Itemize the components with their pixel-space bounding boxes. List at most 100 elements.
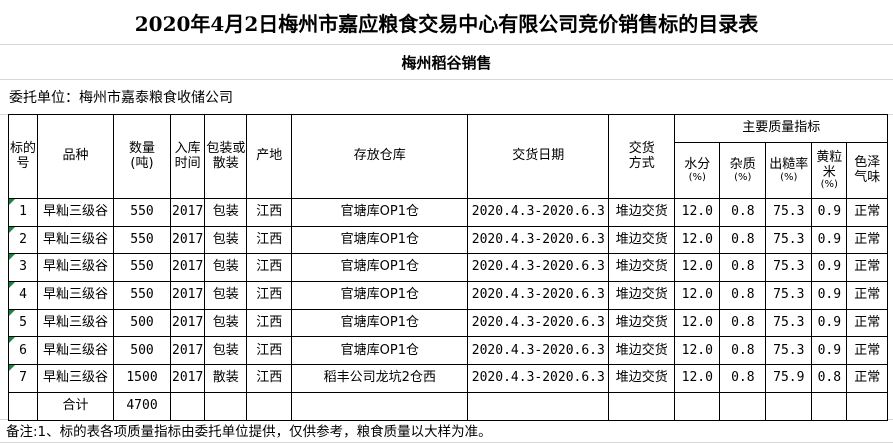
cell-delivery-method[interactable]: 堆边交货	[608, 308, 676, 338]
cell-warehouse[interactable]: 官塘库OP1仓	[291, 198, 469, 227]
table-row[interactable]: 6 早籼三级谷 500 2017 包装 江西 官塘库OP1仓 2020.4.3-2020.6.…	[8, 336, 889, 366]
cell-moisture[interactable]: 12.0	[674, 198, 721, 227]
cell-impurity[interactable]: 0.8	[719, 336, 767, 366]
cell-storage-time[interactable]: 2017	[169, 198, 206, 227]
cell-total-quantity[interactable]: 4700	[113, 391, 171, 421]
cell-variety[interactable]: 早籼三级谷	[37, 253, 114, 283]
cell-quantity[interactable]: 550	[113, 253, 171, 283]
cell-lot-no[interactable]: 2	[8, 225, 38, 255]
cell-moisture[interactable]: 12.0	[674, 336, 721, 366]
cell-packing[interactable]: 包装	[204, 281, 248, 310]
cell-variety[interactable]: 早籼三级谷	[37, 281, 114, 310]
cell-origin[interactable]: 江西	[246, 336, 293, 366]
cell-origin[interactable]: 江西	[246, 281, 293, 310]
cell-total-label[interactable]: 合计	[37, 391, 114, 421]
cell-total-blank[interactable]	[204, 391, 248, 421]
cell-storage-time[interactable]: 2017	[169, 308, 206, 338]
table-row[interactable]: 3 早籼三级谷 550 2017 包装 江西 官塘库OP1仓 2020.4.3-2020.6.…	[8, 253, 889, 283]
cell-yellow-rice[interactable]: 0.9	[811, 336, 848, 366]
cell-packing[interactable]: 包装	[204, 336, 248, 366]
cell-packing[interactable]: 包装	[204, 253, 248, 283]
cell-origin[interactable]: 江西	[246, 364, 293, 393]
table-row[interactable]: 1 早籼三级谷 550 2017 包装 江西 官塘库OP1仓 2020.4.3-2020.6.…	[8, 198, 889, 227]
cell-origin[interactable]: 江西	[246, 308, 293, 338]
cell-origin[interactable]: 江西	[246, 225, 293, 255]
cell-yellow-rice[interactable]: 0.9	[811, 198, 848, 227]
cell-total-blank[interactable]	[608, 391, 676, 421]
cell-delivery-method[interactable]: 堆边交货	[608, 364, 676, 393]
cell-total-blank[interactable]	[765, 391, 813, 421]
cell-yellow-rice[interactable]: 0.9	[811, 308, 848, 338]
table-total-row[interactable]: 合计 4700	[8, 391, 889, 421]
cell-quantity[interactable]: 550	[113, 281, 171, 310]
cell-variety[interactable]: 早籼三级谷	[37, 364, 114, 393]
cell-quantity[interactable]: 500	[113, 308, 171, 338]
cell-total-blank[interactable]	[246, 391, 293, 421]
cell-yellow-rice[interactable]: 0.9	[811, 225, 848, 255]
cell-packing[interactable]: 散装	[204, 364, 248, 393]
cell-impurity[interactable]: 0.8	[719, 225, 767, 255]
cell-storage-time[interactable]: 2017	[169, 281, 206, 310]
cell-impurity[interactable]: 0.8	[719, 281, 767, 310]
cell-lot-no[interactable]: 3	[8, 253, 38, 283]
cell-warehouse[interactable]: 官塘库OP1仓	[291, 336, 469, 366]
cell-yellow-rice[interactable]: 0.9	[811, 281, 848, 310]
cell-delivery-date[interactable]: 2020.4.3-2020.6.3	[467, 225, 610, 255]
cell-packing[interactable]: 包装	[204, 308, 248, 338]
cell-impurity[interactable]: 0.8	[719, 308, 767, 338]
cell-storage-time[interactable]: 2017	[169, 364, 206, 393]
cell-total-blank[interactable]	[8, 391, 38, 421]
cell-delivery-method[interactable]: 堆边交货	[608, 336, 676, 366]
table-row[interactable]: 5 早籼三级谷 500 2017 包装 江西 官塘库OP1仓 2020.4.3-2020.6.…	[8, 308, 889, 338]
cell-delivery-date[interactable]: 2020.4.3-2020.6.3	[467, 253, 610, 283]
cell-quantity[interactable]: 1500	[113, 364, 171, 393]
cell-yellow-rice[interactable]: 0.8	[811, 364, 848, 393]
cell-moisture[interactable]: 12.0	[674, 308, 721, 338]
cell-color-odor[interactable]: 正常	[846, 225, 889, 255]
cell-total-blank[interactable]	[467, 391, 610, 421]
cell-variety[interactable]: 早籼三级谷	[37, 225, 114, 255]
cell-lot-no[interactable]: 1	[8, 198, 38, 227]
cell-moisture[interactable]: 12.0	[674, 253, 721, 283]
cell-variety[interactable]: 早籼三级谷	[37, 336, 114, 366]
cell-warehouse[interactable]: 官塘库OP1仓	[291, 281, 469, 310]
cell-lot-no[interactable]: 7	[8, 364, 38, 393]
cell-milling-rate[interactable]: 75.3	[765, 253, 813, 283]
cell-yellow-rice[interactable]: 0.9	[811, 253, 848, 283]
cell-variety[interactable]: 早籼三级谷	[37, 198, 114, 227]
cell-warehouse[interactable]: 官塘库OP1仓	[291, 253, 469, 283]
cell-color-odor[interactable]: 正常	[846, 281, 889, 310]
cell-quantity[interactable]: 550	[113, 225, 171, 255]
cell-color-odor[interactable]: 正常	[846, 308, 889, 338]
cell-total-blank[interactable]	[674, 391, 721, 421]
cell-lot-no[interactable]: 4	[8, 281, 38, 310]
cell-delivery-date[interactable]: 2020.4.3-2020.6.3	[467, 364, 610, 393]
cell-origin[interactable]: 江西	[246, 253, 293, 283]
cell-moisture[interactable]: 12.0	[674, 225, 721, 255]
cell-milling-rate[interactable]: 75.3	[765, 225, 813, 255]
table-row[interactable]: 2 早籼三级谷 550 2017 包装 江西 官塘库OP1仓 2020.4.3-2020.6.…	[8, 225, 889, 255]
cell-lot-no[interactable]: 6	[8, 336, 38, 366]
cell-impurity[interactable]: 0.8	[719, 198, 767, 227]
cell-delivery-date[interactable]: 2020.4.3-2020.6.3	[467, 308, 610, 338]
cell-impurity[interactable]: 0.8	[719, 253, 767, 283]
cell-quantity[interactable]: 500	[113, 336, 171, 366]
cell-color-odor[interactable]: 正常	[846, 253, 889, 283]
cell-milling-rate[interactable]: 75.9	[765, 364, 813, 393]
cell-total-blank[interactable]	[846, 391, 889, 421]
cell-moisture[interactable]: 12.0	[674, 364, 721, 393]
cell-total-blank[interactable]	[169, 391, 206, 421]
cell-color-odor[interactable]: 正常	[846, 336, 889, 366]
cell-delivery-method[interactable]: 堆边交货	[608, 225, 676, 255]
cell-quantity[interactable]: 550	[113, 198, 171, 227]
table-row[interactable]: 7 早籼三级谷 1500 2017 散装 江西 稻丰公司龙坑2仓西 2020.4.3-2020…	[8, 364, 889, 393]
cell-delivery-method[interactable]: 堆边交货	[608, 253, 676, 283]
cell-impurity[interactable]: 0.8	[719, 364, 767, 393]
cell-warehouse[interactable]: 稻丰公司龙坑2仓西	[291, 364, 469, 393]
cell-origin[interactable]: 江西	[246, 198, 293, 227]
cell-storage-time[interactable]: 2017	[169, 336, 206, 366]
cell-packing[interactable]: 包装	[204, 198, 248, 227]
cell-packing[interactable]: 包装	[204, 225, 248, 255]
cell-moisture[interactable]: 12.0	[674, 281, 721, 310]
cell-milling-rate[interactable]: 75.3	[765, 308, 813, 338]
